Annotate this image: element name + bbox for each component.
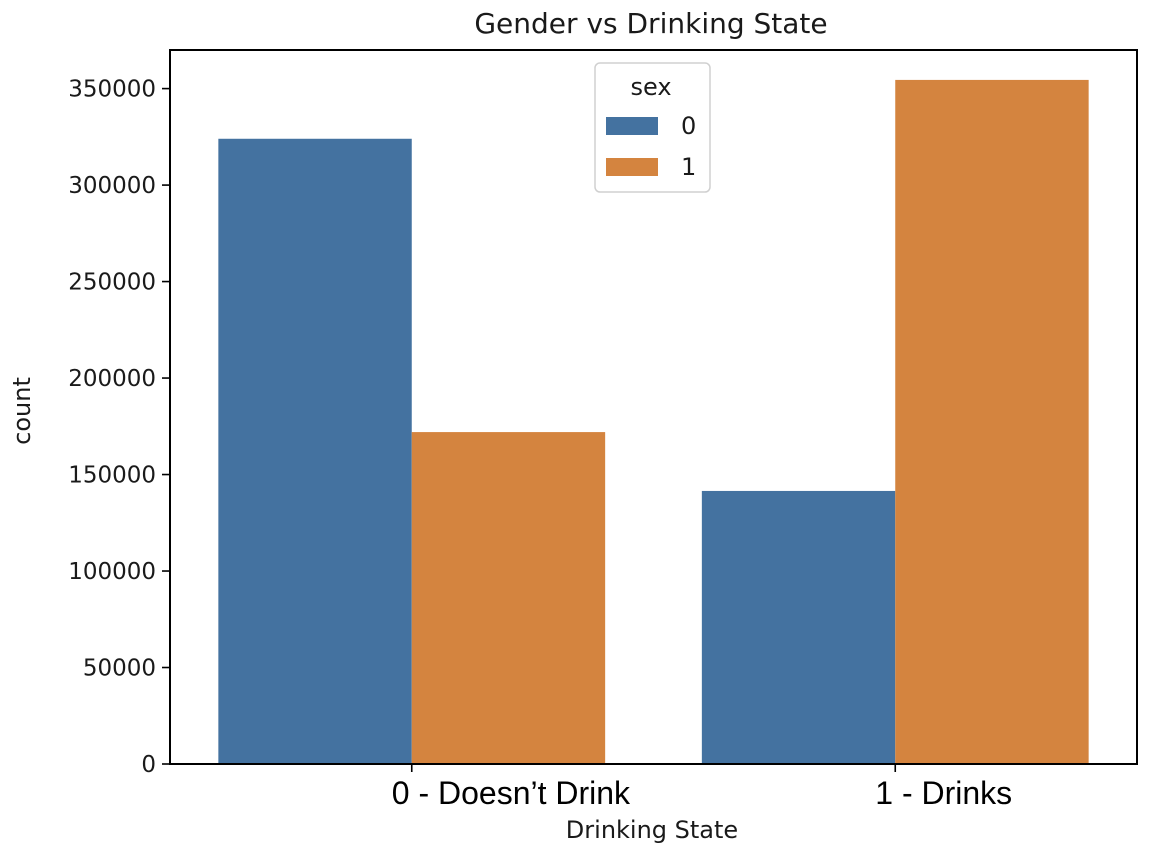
- legend-title: sex: [630, 73, 671, 101]
- chart-title: Gender vs Drinking State: [474, 7, 827, 40]
- bars-group: [218, 79, 1089, 764]
- y-tick-label: 100000: [68, 559, 156, 585]
- y-tick-label: 300000: [68, 173, 156, 199]
- x-tick-label: 0 - Doesn’t Drink: [392, 775, 631, 811]
- y-tick-label: 50000: [83, 656, 156, 682]
- legend-label-0: 0: [681, 112, 696, 140]
- bar-0-series-1: [411, 432, 606, 764]
- y-tick-label: 200000: [68, 366, 156, 392]
- y-axis-label: count: [8, 377, 36, 445]
- legend-swatch-1: [606, 158, 658, 176]
- y-axis-ticks: 0 50000 100000 150000 200000 250000 300000 3500…: [68, 77, 170, 778]
- legend-swatch-0: [606, 117, 658, 135]
- y-tick-label: 150000: [68, 463, 156, 489]
- bar-0-series-0: [218, 138, 412, 764]
- bar-1-series-0: [701, 490, 896, 764]
- x-axis-label: Drinking State: [566, 816, 738, 844]
- plot-frame: [169, 49, 1138, 765]
- legend-items: 01: [606, 112, 696, 181]
- legend: sex 01: [594, 62, 711, 193]
- legend-label-1: 1: [681, 153, 696, 181]
- x-tick-label: 1 - Drinks: [875, 775, 1012, 811]
- y-tick-label: 350000: [68, 77, 156, 103]
- y-tick-label: 250000: [68, 270, 156, 296]
- y-tick-label: 0: [141, 752, 156, 778]
- bar-1-series-1: [895, 79, 1089, 764]
- x-axis-ticks: 0 - Doesn’t Drink 1 - Drinks: [392, 764, 1012, 811]
